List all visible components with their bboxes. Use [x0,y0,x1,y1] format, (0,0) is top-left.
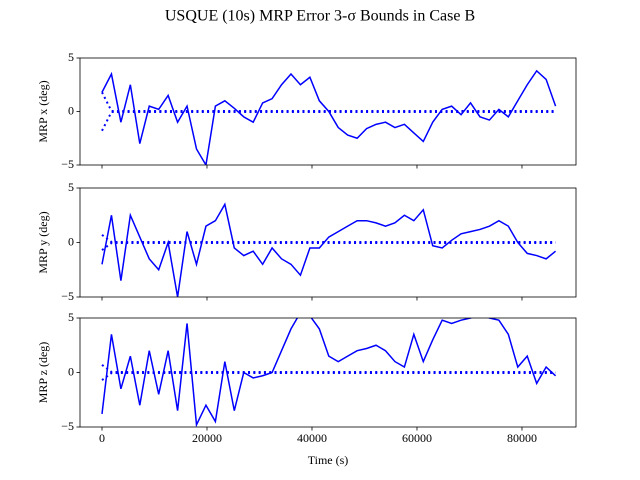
y-axis-label: MRP y (deg) [36,211,50,273]
y-tick-label: 0 [68,234,74,248]
bound-line [101,372,556,381]
plot-area [101,69,557,165]
y-tick-label: −5 [61,157,74,171]
bound-line [101,364,556,373]
y-tick-label: 5 [68,180,74,194]
x-tick-label: 20000 [192,431,222,445]
y-tick-label: 5 [68,310,74,324]
x-tick-label: 0 [99,431,105,445]
figure-title: USQUE (10s) MRP Error 3-σ Bounds in Case… [165,8,475,25]
x-tick-label: 60000 [402,431,432,445]
x-tick-label: 40000 [297,431,327,445]
error-line [101,318,557,427]
plot-area [101,202,557,297]
error-line [101,202,557,297]
plot-area [101,318,557,427]
y-tick-label: 0 [68,103,74,117]
y-axis-label: MRP x (deg) [36,80,50,142]
x-tick-label: 80000 [507,431,537,445]
bound-line [101,242,556,251]
bound-line [101,111,556,132]
y-tick-label: −5 [61,289,74,303]
y-tick-label: −5 [61,419,74,433]
y-tick-label: 5 [68,50,74,64]
y-tick-label: 0 [68,364,74,378]
error-line [101,69,557,165]
x-axis-label: Time (s) [308,453,349,467]
y-axis-label: MRP z (deg) [36,342,50,404]
bound-line [101,234,556,243]
